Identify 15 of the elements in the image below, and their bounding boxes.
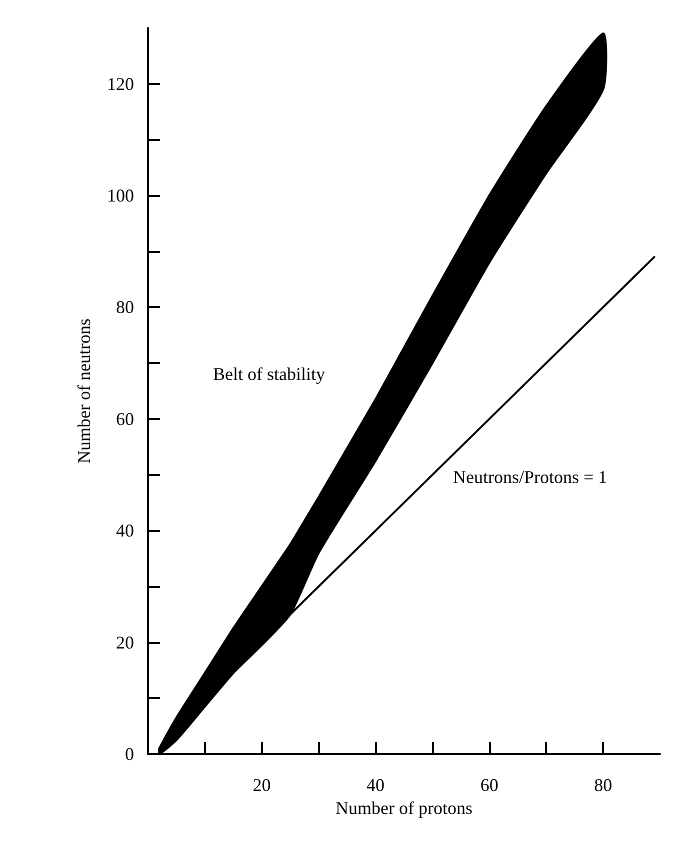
annotation: Belt of stability	[213, 364, 325, 384]
x-tick-label: 40	[366, 775, 385, 795]
annotation: Neutrons/Protons = 1	[453, 467, 608, 487]
x-axis-title: Number of protons	[336, 798, 472, 818]
y-axis-title: Number of neutrons	[74, 318, 94, 464]
y-tick-label: 40	[116, 520, 134, 541]
x-tick-label: 20	[252, 775, 271, 795]
y-tick-label: 80	[116, 297, 134, 318]
x-tick-label: 60	[480, 775, 498, 795]
y-tick-label: 60	[116, 408, 134, 429]
y-tick-label: 100	[107, 186, 134, 206]
y-tick-label: 20	[116, 632, 134, 652]
y-tick-label: 120	[107, 74, 134, 94]
x-tick-label: 80	[594, 775, 612, 795]
y-tick-label: 0	[125, 744, 134, 764]
